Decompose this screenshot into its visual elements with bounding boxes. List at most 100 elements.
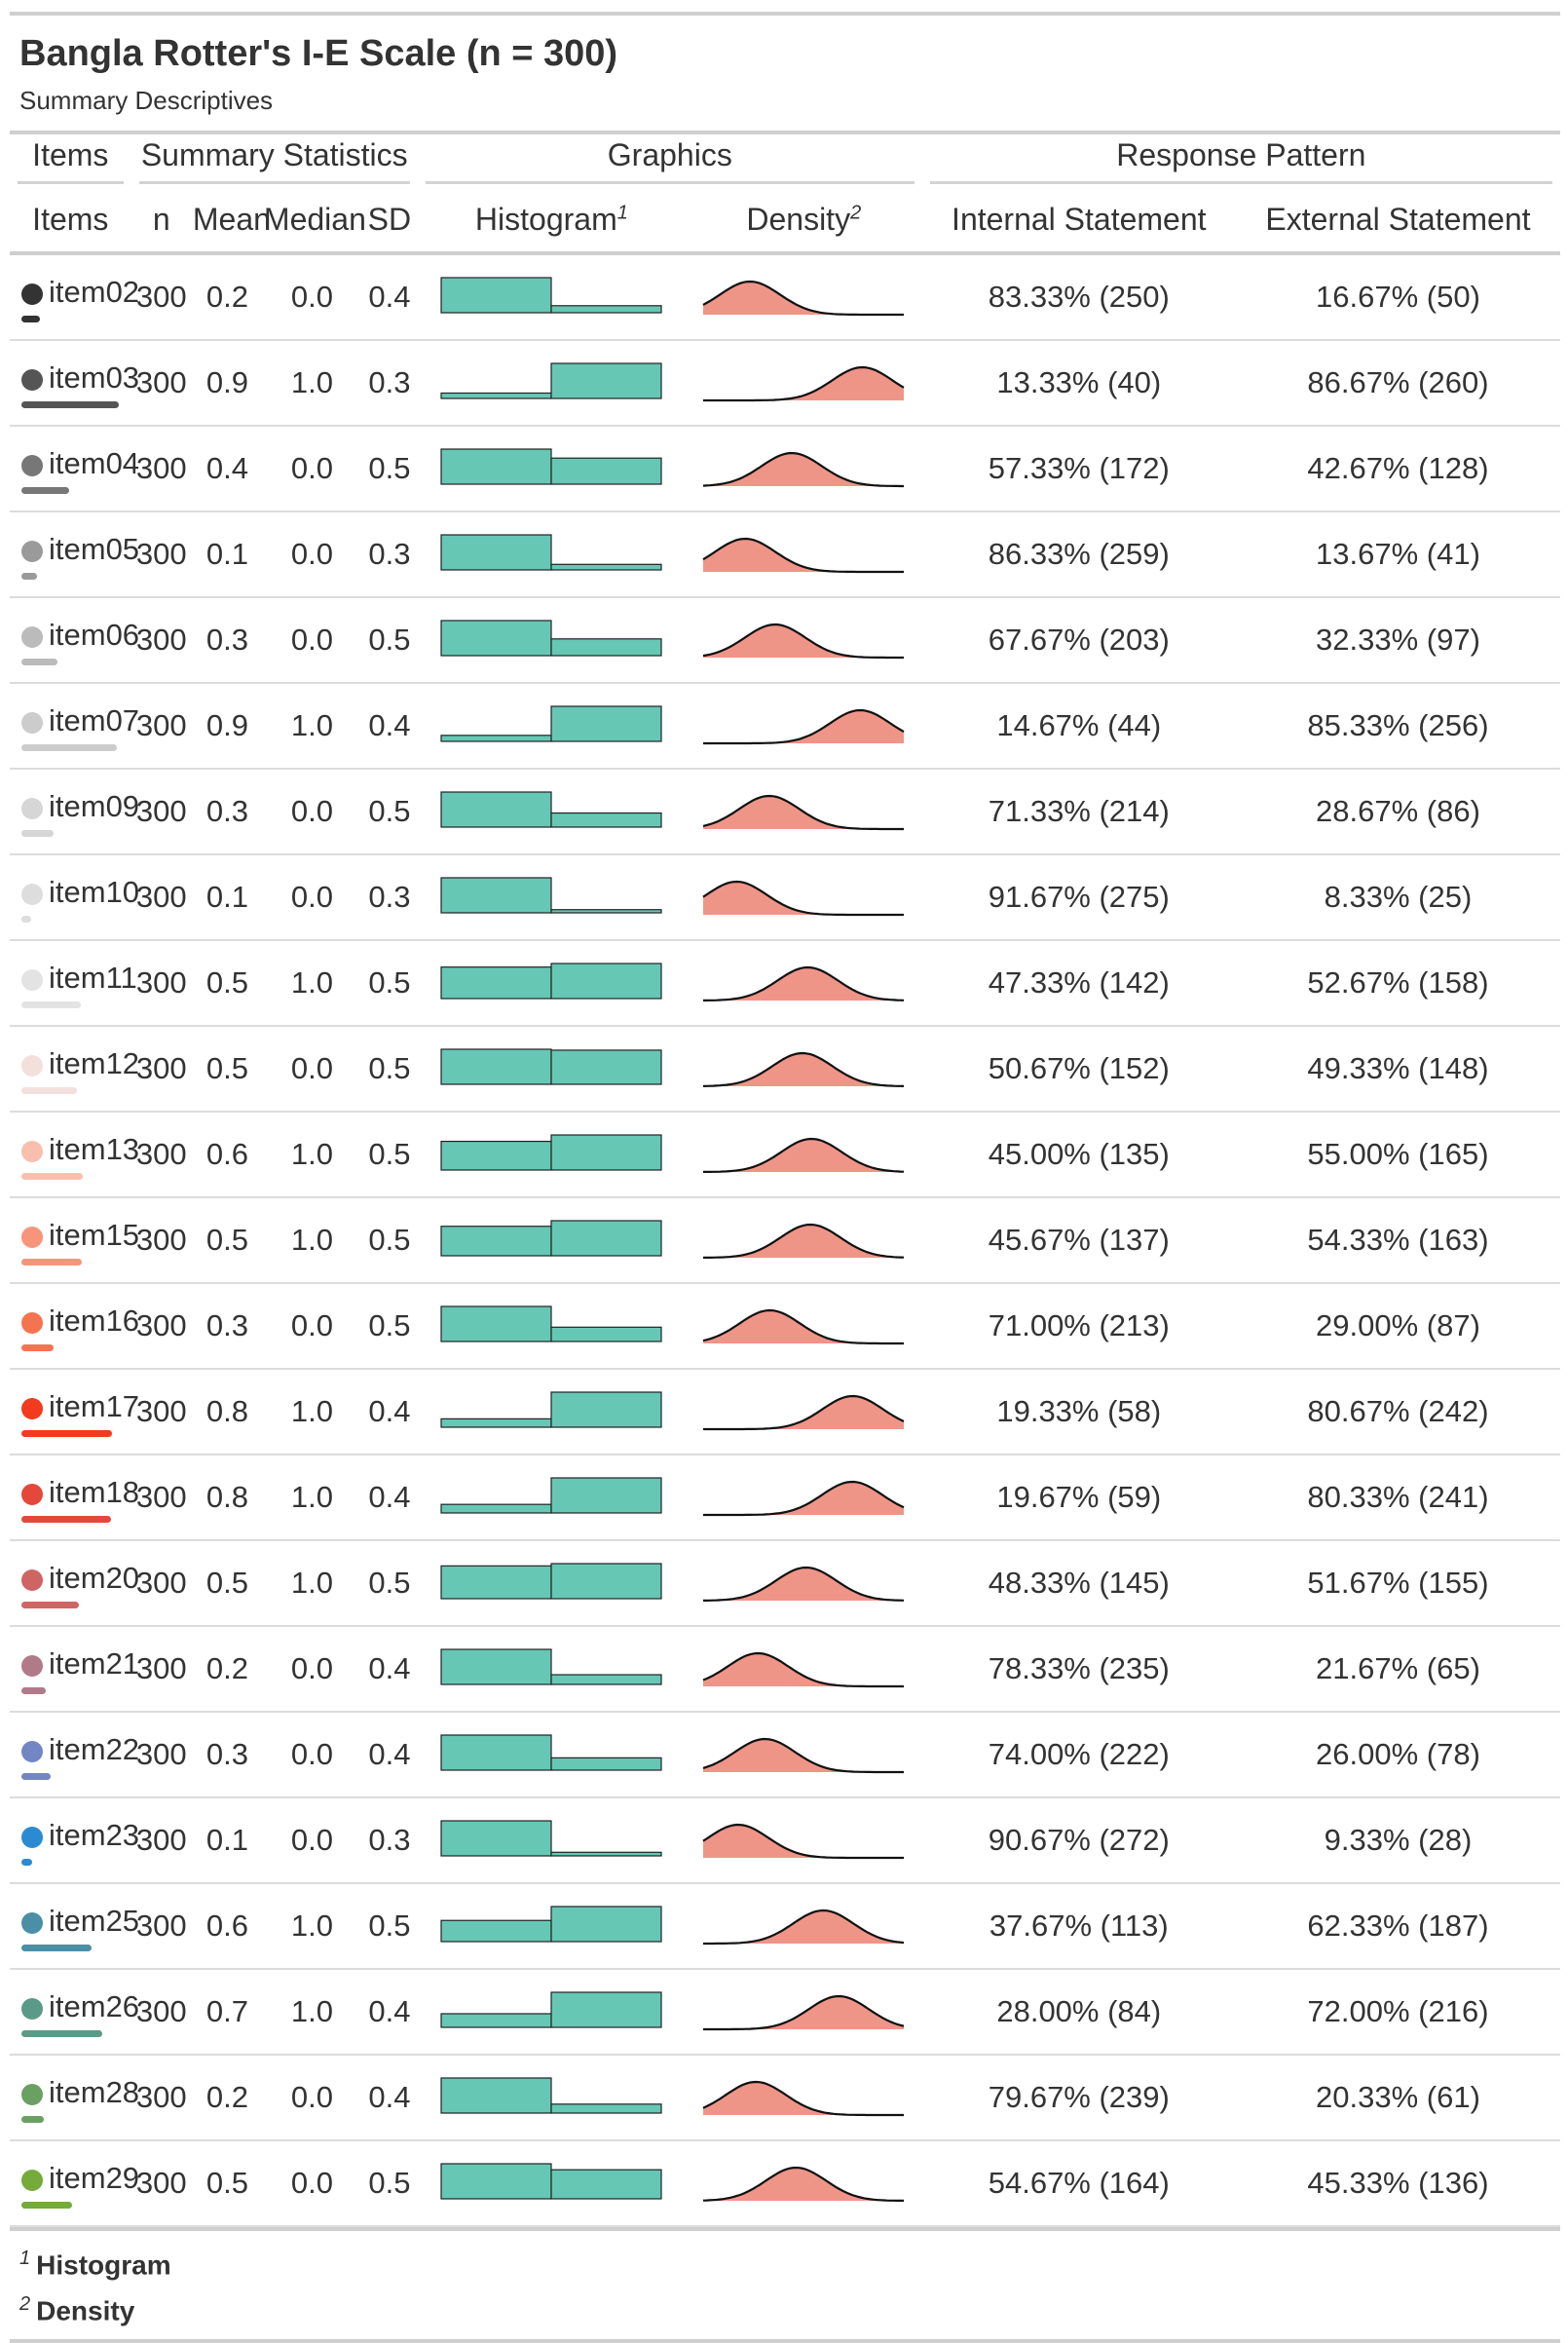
median-cell: 1.0 — [262, 1369, 361, 1455]
sd-cell: 0.5 — [360, 1883, 418, 1970]
item-name: item02 — [49, 275, 140, 309]
histogram-bar-internal — [440, 791, 552, 828]
density-sparkline — [702, 280, 905, 317]
footnote-histogram: 1 Histogram — [19, 2248, 171, 2281]
item-external-proportion-bar — [21, 1430, 112, 1437]
item-name: item13 — [49, 1132, 140, 1166]
sd-cell: 0.4 — [360, 1369, 418, 1455]
histogram-cell — [417, 597, 686, 684]
median-cell: 1.0 — [262, 1455, 361, 1541]
median-cell: 1.0 — [262, 1197, 361, 1284]
table-row: item22 300 0.3 0.0 0.4 74.00% (222) 26.00% (78… — [10, 1712, 1560, 1798]
item-color-dot — [21, 283, 43, 305]
histogram-sparkline — [440, 1820, 662, 1857]
sd-cell: 0.5 — [360, 1283, 418, 1370]
histogram-cell — [417, 1369, 686, 1455]
internal-statement-cell: 79.67% (239) — [921, 2055, 1236, 2141]
table-row: item10 300 0.1 0.0 0.3 91.67% (275) 8.33% (25) — [10, 854, 1560, 941]
histogram-sparkline — [440, 963, 662, 1000]
density-area — [703, 282, 905, 315]
median-cell: 0.0 — [262, 2140, 361, 2227]
sd-cell: 0.4 — [360, 2055, 418, 2141]
internal-statement-cell: 90.67% (272) — [921, 1797, 1236, 1884]
item-name: item23 — [49, 1818, 140, 1852]
histogram-cell — [417, 1626, 686, 1713]
median-cell: 0.0 — [262, 2055, 361, 2141]
density-sparkline — [702, 2080, 905, 2117]
summary-table-card: Bangla Rotter's I-E Scale (n = 300) Summ… — [10, 12, 1560, 2343]
density-cell — [685, 426, 922, 512]
internal-statement-cell: 13.33% (40) — [921, 340, 1236, 427]
external-statement-cell: 80.33% (241) — [1235, 1455, 1560, 1541]
histogram-cell — [417, 1712, 686, 1798]
item-cell: item18 — [10, 1455, 139, 1541]
density-area — [703, 1482, 905, 1515]
item-cell: item20 — [10, 1540, 139, 1627]
item-external-proportion-bar — [21, 1173, 83, 1180]
density-area — [703, 1568, 905, 1601]
col-density: Density2 — [685, 187, 922, 255]
density-cell — [685, 1883, 922, 1970]
density-sparkline — [703, 794, 905, 831]
table-row: item09 300 0.3 0.0 0.5 71.33% (214) 28.67% (86… — [10, 769, 1560, 855]
top-rule — [10, 12, 1560, 16]
density-sparkline — [703, 1994, 905, 2031]
n-cell: 300 — [131, 940, 192, 1027]
external-statement-cell: 28.67% (86) — [1235, 769, 1560, 855]
item-color-dot — [21, 1484, 43, 1505]
external-statement-cell: 49.33% (148) — [1235, 1026, 1560, 1113]
external-statement-cell: 85.33% (256) — [1235, 683, 1560, 770]
spanner-summary-statistics: Summary Statistics — [131, 131, 418, 187]
mean-cell: 0.5 — [191, 1197, 263, 1284]
histogram-bar-internal — [440, 2163, 552, 2200]
item-name: item25 — [49, 1904, 140, 1938]
item-color-dot — [21, 1055, 43, 1077]
sd-cell: 0.4 — [360, 1455, 418, 1541]
n-cell: 300 — [131, 1197, 192, 1284]
mean-cell: 0.5 — [191, 940, 263, 1027]
n-cell: 300 — [131, 854, 192, 941]
median-cell: 0.0 — [262, 1626, 361, 1713]
histogram-cell — [417, 1883, 686, 1970]
item-cell: item06 — [10, 597, 139, 684]
item-cell: item12 — [10, 1026, 139, 1113]
mean-cell: 0.3 — [191, 1712, 263, 1798]
item-cell: item10 — [10, 854, 139, 941]
item-name: item10 — [49, 875, 140, 909]
item-external-proportion-bar — [21, 487, 69, 494]
table-row: item03 300 0.9 1.0 0.3 13.33% (40) 86.67% (260… — [10, 340, 1560, 427]
density-cell — [685, 511, 922, 598]
density-curve — [703, 1394, 905, 1431]
density-curve — [703, 1566, 905, 1602]
internal-statement-cell: 91.67% (275) — [921, 854, 1236, 941]
n-cell: 300 — [131, 1026, 192, 1113]
density-area — [703, 539, 905, 572]
median-cell: 0.0 — [262, 1797, 361, 1884]
histogram-cell — [417, 1112, 686, 1198]
item-cell: item13 — [10, 1112, 139, 1198]
table-row: item15 300 0.5 1.0 0.5 45.67% (137) 54.33% (16… — [10, 1197, 1560, 1284]
internal-statement-cell: 83.33% (250) — [921, 253, 1236, 341]
external-statement-cell: 54.33% (163) — [1235, 1197, 1560, 1284]
item-name: item11 — [49, 961, 137, 995]
table-row: item05 300 0.1 0.0 0.3 86.33% (259) 13.67% (41… — [10, 511, 1560, 598]
histogram-bar-external — [550, 909, 662, 914]
external-statement-cell: 80.67% (242) — [1235, 1369, 1560, 1455]
item-cell: item03 — [10, 340, 139, 427]
density-footnote-mark: 2 — [850, 201, 862, 223]
item-external-proportion-bar — [21, 1945, 92, 1951]
n-cell: 300 — [131, 1369, 192, 1455]
item-name: item09 — [49, 789, 140, 823]
table-row: item02 300 0.2 0.0 0.4 83.33% (250) 16.67% (50… — [10, 253, 1560, 341]
table-row: item12 300 0.5 0.0 0.5 50.67% (152) 49.33% (14… — [10, 1026, 1560, 1113]
col-mean: Mean — [191, 187, 271, 255]
mean-cell: 0.7 — [191, 1969, 263, 2056]
external-statement-cell: 72.00% (216) — [1235, 1969, 1560, 2056]
n-cell: 300 — [131, 597, 192, 684]
item-name: item21 — [49, 1646, 140, 1681]
density-sparkline — [702, 1737, 905, 1774]
density-curve — [703, 1994, 905, 2031]
col-histogram: Histogram1 — [417, 187, 686, 255]
mean-cell: 0.9 — [191, 340, 263, 427]
density-area — [703, 1053, 905, 1086]
